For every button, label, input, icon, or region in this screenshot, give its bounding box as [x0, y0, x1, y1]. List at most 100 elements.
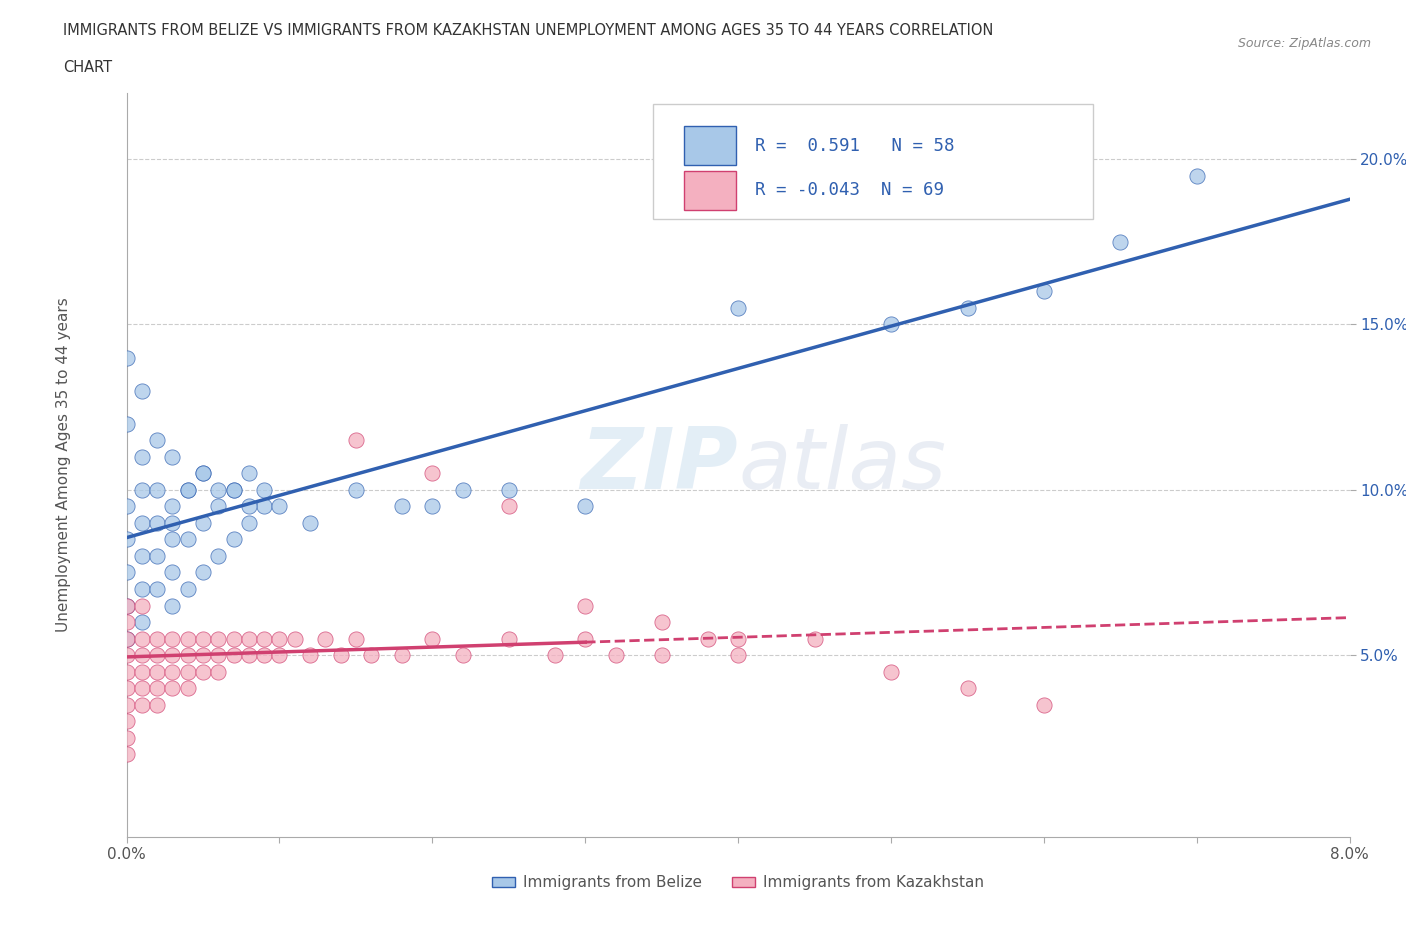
Point	[162, 631, 184, 646]
Point	[191, 515, 214, 530]
Point	[131, 449, 153, 464]
Point	[162, 532, 184, 547]
Point	[451, 647, 474, 662]
Text: IMMIGRANTS FROM BELIZE VS IMMIGRANTS FROM KAZAKHSTAN UNEMPLOYMENT AMONG AGES 35 : IMMIGRANTS FROM BELIZE VS IMMIGRANTS FRO…	[63, 23, 994, 38]
Point	[880, 664, 903, 679]
Point	[391, 647, 413, 662]
Point	[803, 631, 825, 646]
Point	[222, 647, 245, 662]
Point	[605, 647, 627, 662]
Point	[131, 598, 153, 613]
Point	[162, 598, 184, 613]
Point	[115, 681, 138, 696]
Legend: Immigrants from Belize, Immigrants from Kazakhstan: Immigrants from Belize, Immigrants from …	[486, 870, 990, 897]
Point	[1109, 234, 1132, 249]
Point	[177, 532, 200, 547]
Point	[146, 581, 169, 596]
Point	[207, 664, 229, 679]
Point	[131, 681, 153, 696]
Point	[115, 565, 138, 580]
Point	[162, 647, 184, 662]
Point	[880, 317, 903, 332]
Point	[253, 631, 276, 646]
Point	[162, 498, 184, 513]
Point	[727, 300, 749, 315]
Point	[299, 647, 322, 662]
Point	[191, 664, 214, 679]
Point	[451, 483, 474, 498]
Point	[344, 483, 367, 498]
Point	[238, 647, 260, 662]
Point	[269, 631, 291, 646]
Point	[727, 631, 749, 646]
Point	[191, 466, 214, 481]
Point	[344, 631, 367, 646]
Point	[651, 647, 673, 662]
FancyBboxPatch shape	[685, 171, 735, 210]
Point	[222, 532, 245, 547]
Point	[222, 631, 245, 646]
Point	[131, 581, 153, 596]
Point	[238, 515, 260, 530]
Text: ZIP: ZIP	[581, 423, 738, 507]
Point	[162, 565, 184, 580]
Point	[1032, 698, 1054, 712]
Point	[191, 466, 214, 481]
Point	[207, 498, 229, 513]
Point	[207, 483, 229, 498]
Point	[253, 483, 276, 498]
Point	[115, 417, 138, 432]
Point	[498, 498, 520, 513]
Point	[146, 631, 169, 646]
Point	[574, 598, 596, 613]
Text: R = -0.043  N = 69: R = -0.043 N = 69	[755, 181, 945, 199]
Text: R =  0.591   N = 58: R = 0.591 N = 58	[755, 137, 955, 154]
Point	[238, 498, 260, 513]
Point	[146, 483, 169, 498]
Point	[727, 647, 749, 662]
Point	[391, 498, 413, 513]
Point	[115, 615, 138, 630]
Point	[222, 483, 245, 498]
FancyBboxPatch shape	[685, 126, 735, 166]
Point	[131, 549, 153, 564]
Point	[344, 432, 367, 447]
Point	[422, 631, 444, 646]
Point	[115, 698, 138, 712]
Point	[115, 664, 138, 679]
Point	[115, 532, 138, 547]
Point	[177, 664, 200, 679]
Point	[314, 631, 336, 646]
Point	[543, 647, 565, 662]
Point	[115, 631, 138, 646]
Point	[177, 483, 200, 498]
Point	[131, 483, 153, 498]
Point	[651, 615, 673, 630]
Point	[253, 498, 276, 513]
Point	[146, 664, 169, 679]
Point	[574, 498, 596, 513]
Point	[238, 631, 260, 646]
Point	[115, 498, 138, 513]
Point	[115, 647, 138, 662]
Text: Source: ZipAtlas.com: Source: ZipAtlas.com	[1237, 37, 1371, 50]
Point	[115, 730, 138, 745]
Point	[115, 350, 138, 365]
Point	[146, 549, 169, 564]
Point	[162, 664, 184, 679]
Point	[191, 647, 214, 662]
Point	[177, 681, 200, 696]
Point	[956, 300, 979, 315]
Point	[956, 681, 979, 696]
Point	[1185, 168, 1208, 183]
Point	[146, 698, 169, 712]
Point	[299, 515, 322, 530]
Point	[498, 483, 520, 498]
Point	[162, 449, 184, 464]
Point	[422, 498, 444, 513]
Point	[115, 747, 138, 762]
Point	[131, 383, 153, 398]
Point	[177, 647, 200, 662]
Point	[422, 466, 444, 481]
Point	[131, 615, 153, 630]
